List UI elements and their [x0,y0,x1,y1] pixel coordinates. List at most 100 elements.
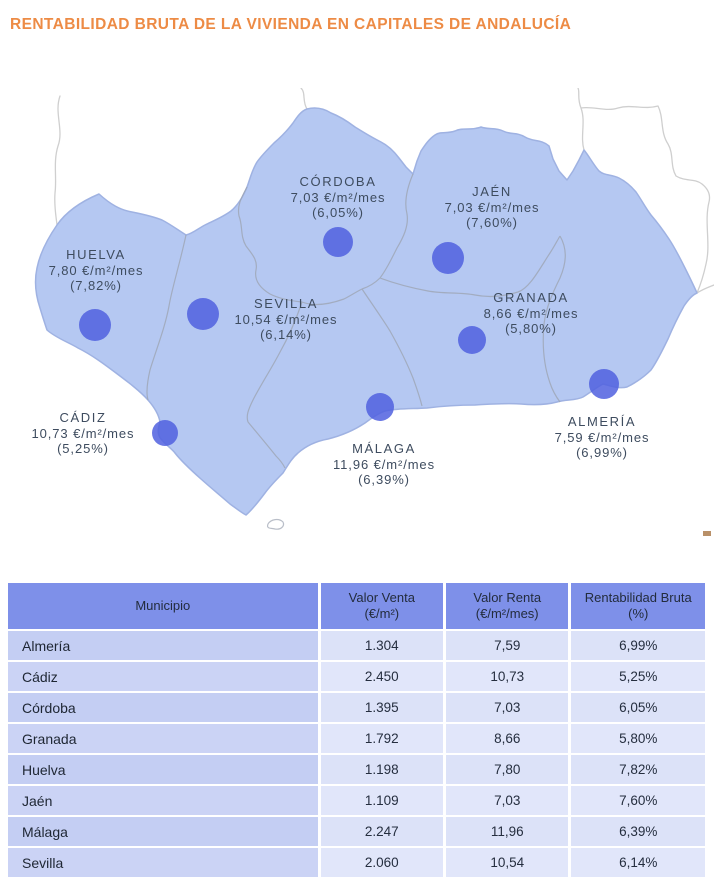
cell-rentabilidad: 5,80% [571,724,705,753]
city-name: CÓRDOBA [299,174,377,189]
city-label-jaen: JAÉN 7,03 €/m²/mes (7,60%) [412,184,572,231]
table-row: Huelva 1.198 7,80 7,82% [8,755,705,784]
city-dot-almeria [589,369,619,399]
cell-rentabilidad: 7,60% [571,786,705,815]
province-borders [146,173,566,469]
cell-municipio: Almería [8,631,318,660]
page-title: RENTABILIDAD BRUTA DE LA VIVIENDA EN CAP… [10,16,572,33]
cell-valor-venta: 2.060 [320,848,444,877]
neighbor-borders [54,88,714,294]
city-rent-value: 10,73 €/m²/mes [31,425,135,441]
cell-valor-venta: 1.109 [320,786,444,815]
table-row: Málaga 2.247 11,96 6,39% [8,817,705,846]
cell-rentabilidad: 6,14% [571,848,705,877]
city-dot-jaen [432,242,464,274]
cell-municipio: Málaga [8,817,318,846]
cell-valor-venta: 1.198 [320,755,444,784]
city-name: JAÉN [472,184,512,199]
city-name: GRANADA [493,290,569,305]
cell-valor-venta: 1.304 [320,631,444,660]
city-dot-cadiz [152,420,178,446]
cell-rentabilidad: 6,05% [571,693,705,722]
cell-valor-venta: 1.792 [320,724,444,753]
cell-valor-renta: 11,96 [446,817,569,846]
data-table: Municipio Valor Venta (€/m²) Valor Renta… [5,581,708,879]
cell-valor-venta: 2.247 [320,817,444,846]
city-yield-value: (6,39%) [358,472,410,487]
table-row: Almería 1.304 7,59 6,99% [8,631,705,660]
city-yield-value: (7,60%) [466,215,518,230]
city-rent-value: 10,54 €/m²/mes [234,311,338,327]
cell-rentabilidad: 7,82% [571,755,705,784]
cell-valor-renta: 10,73 [446,662,569,691]
city-label-huelva: HUELVA 7,80 €/m²/mes (7,82%) [16,247,176,294]
map-svg [34,88,714,536]
cell-municipio: Granada [8,724,318,753]
city-label-granada: GRANADA 8,66 €/m²/mes (5,80%) [451,290,611,337]
city-yield-value: (5,25%) [57,441,109,456]
header-unit: (€/m²) [364,606,400,621]
header-rentabilidad: Rentabilidad Bruta (%) [571,583,705,629]
cell-rentabilidad: 5,25% [571,662,705,691]
city-rent-value: 11,96 €/m²/mes [333,456,435,472]
city-label-cordoba: CÓRDOBA 7,03 €/m²/mes (6,05%) [258,174,418,221]
cell-valor-renta: 10,54 [446,848,569,877]
city-dot-huelva [79,309,111,341]
city-name: ALMERÍA [567,414,637,429]
city-name: SEVILLA [254,296,318,311]
header-unit: (%) [628,606,649,621]
city-rent-value: 7,59 €/m²/mes [554,429,650,445]
cell-valor-venta: 1.395 [320,693,444,722]
table-row: Córdoba 1.395 7,03 6,05% [8,693,705,722]
city-label-almeria: ALMERÍA 7,59 €/m²/mes (6,99%) [522,414,682,461]
city-name: MÁLAGA [352,441,416,456]
header-label: Municipio [135,598,191,613]
header-label: Valor Venta [348,590,415,605]
city-dot-granada [458,326,486,354]
small-orange-mark [703,531,711,536]
city-label-sevilla: SEVILLA 10,54 €/m²/mes (6,14%) [206,296,366,343]
city-label-cadiz: CÁDIZ 10,73 €/m²/mes (5,25%) [3,410,163,457]
city-dot-cordoba [323,227,353,257]
city-rent-value: 8,66 €/m²/mes [483,305,579,321]
islet-outline [266,518,285,530]
header-unit: (€/m²/mes) [475,606,539,621]
andalusia-region [34,107,698,516]
cell-rentabilidad: 6,99% [571,631,705,660]
city-yield-value: (7,82%) [70,278,122,293]
header-valor-renta: Valor Renta (€/m²/mes) [446,583,569,629]
header-label: Valor Renta [473,590,542,605]
table-row: Cádiz 2.450 10,73 5,25% [8,662,705,691]
header-municipio: Municipio [8,583,318,629]
city-dot-malaga [366,393,394,421]
cell-valor-renta: 7,80 [446,755,569,784]
table-header-row: Municipio Valor Venta (€/m²) Valor Renta… [8,583,705,629]
header-label: Rentabilidad Bruta [584,590,692,605]
cell-valor-venta: 2.450 [320,662,444,691]
cell-valor-renta: 7,03 [446,786,569,815]
cell-municipio: Córdoba [8,693,318,722]
city-yield-value: (6,05%) [312,205,364,220]
cell-municipio: Cádiz [8,662,318,691]
city-yield-value: (5,80%) [505,321,557,336]
cell-municipio: Sevilla [8,848,318,877]
cell-municipio: Jaén [8,786,318,815]
header-valor-venta: Valor Venta (€/m²) [320,583,444,629]
city-rent-value: 7,03 €/m²/mes [444,199,540,215]
cell-valor-renta: 7,59 [446,631,569,660]
city-yield-value: (6,99%) [576,445,628,460]
city-name: HUELVA [66,247,126,262]
table-row: Jaén 1.109 7,03 7,60% [8,786,705,815]
table-row: Granada 1.792 8,66 5,80% [8,724,705,753]
city-label-malaga: MÁLAGA 11,96 €/m²/mes (6,39%) [304,441,464,488]
cell-municipio: Huelva [8,755,318,784]
cell-rentabilidad: 6,39% [571,817,705,846]
city-yield-value: (6,14%) [260,327,312,342]
table-row: Sevilla 2.060 10,54 6,14% [8,848,705,877]
cell-valor-renta: 7,03 [446,693,569,722]
city-rent-value: 7,03 €/m²/mes [290,189,386,205]
city-name: CÁDIZ [59,410,107,425]
cell-valor-renta: 8,66 [446,724,569,753]
city-rent-value: 7,80 €/m²/mes [48,262,144,278]
andalusia-map: HUELVA 7,80 €/m²/mes (7,82%) CÓRDOBA 7,0… [0,88,714,585]
